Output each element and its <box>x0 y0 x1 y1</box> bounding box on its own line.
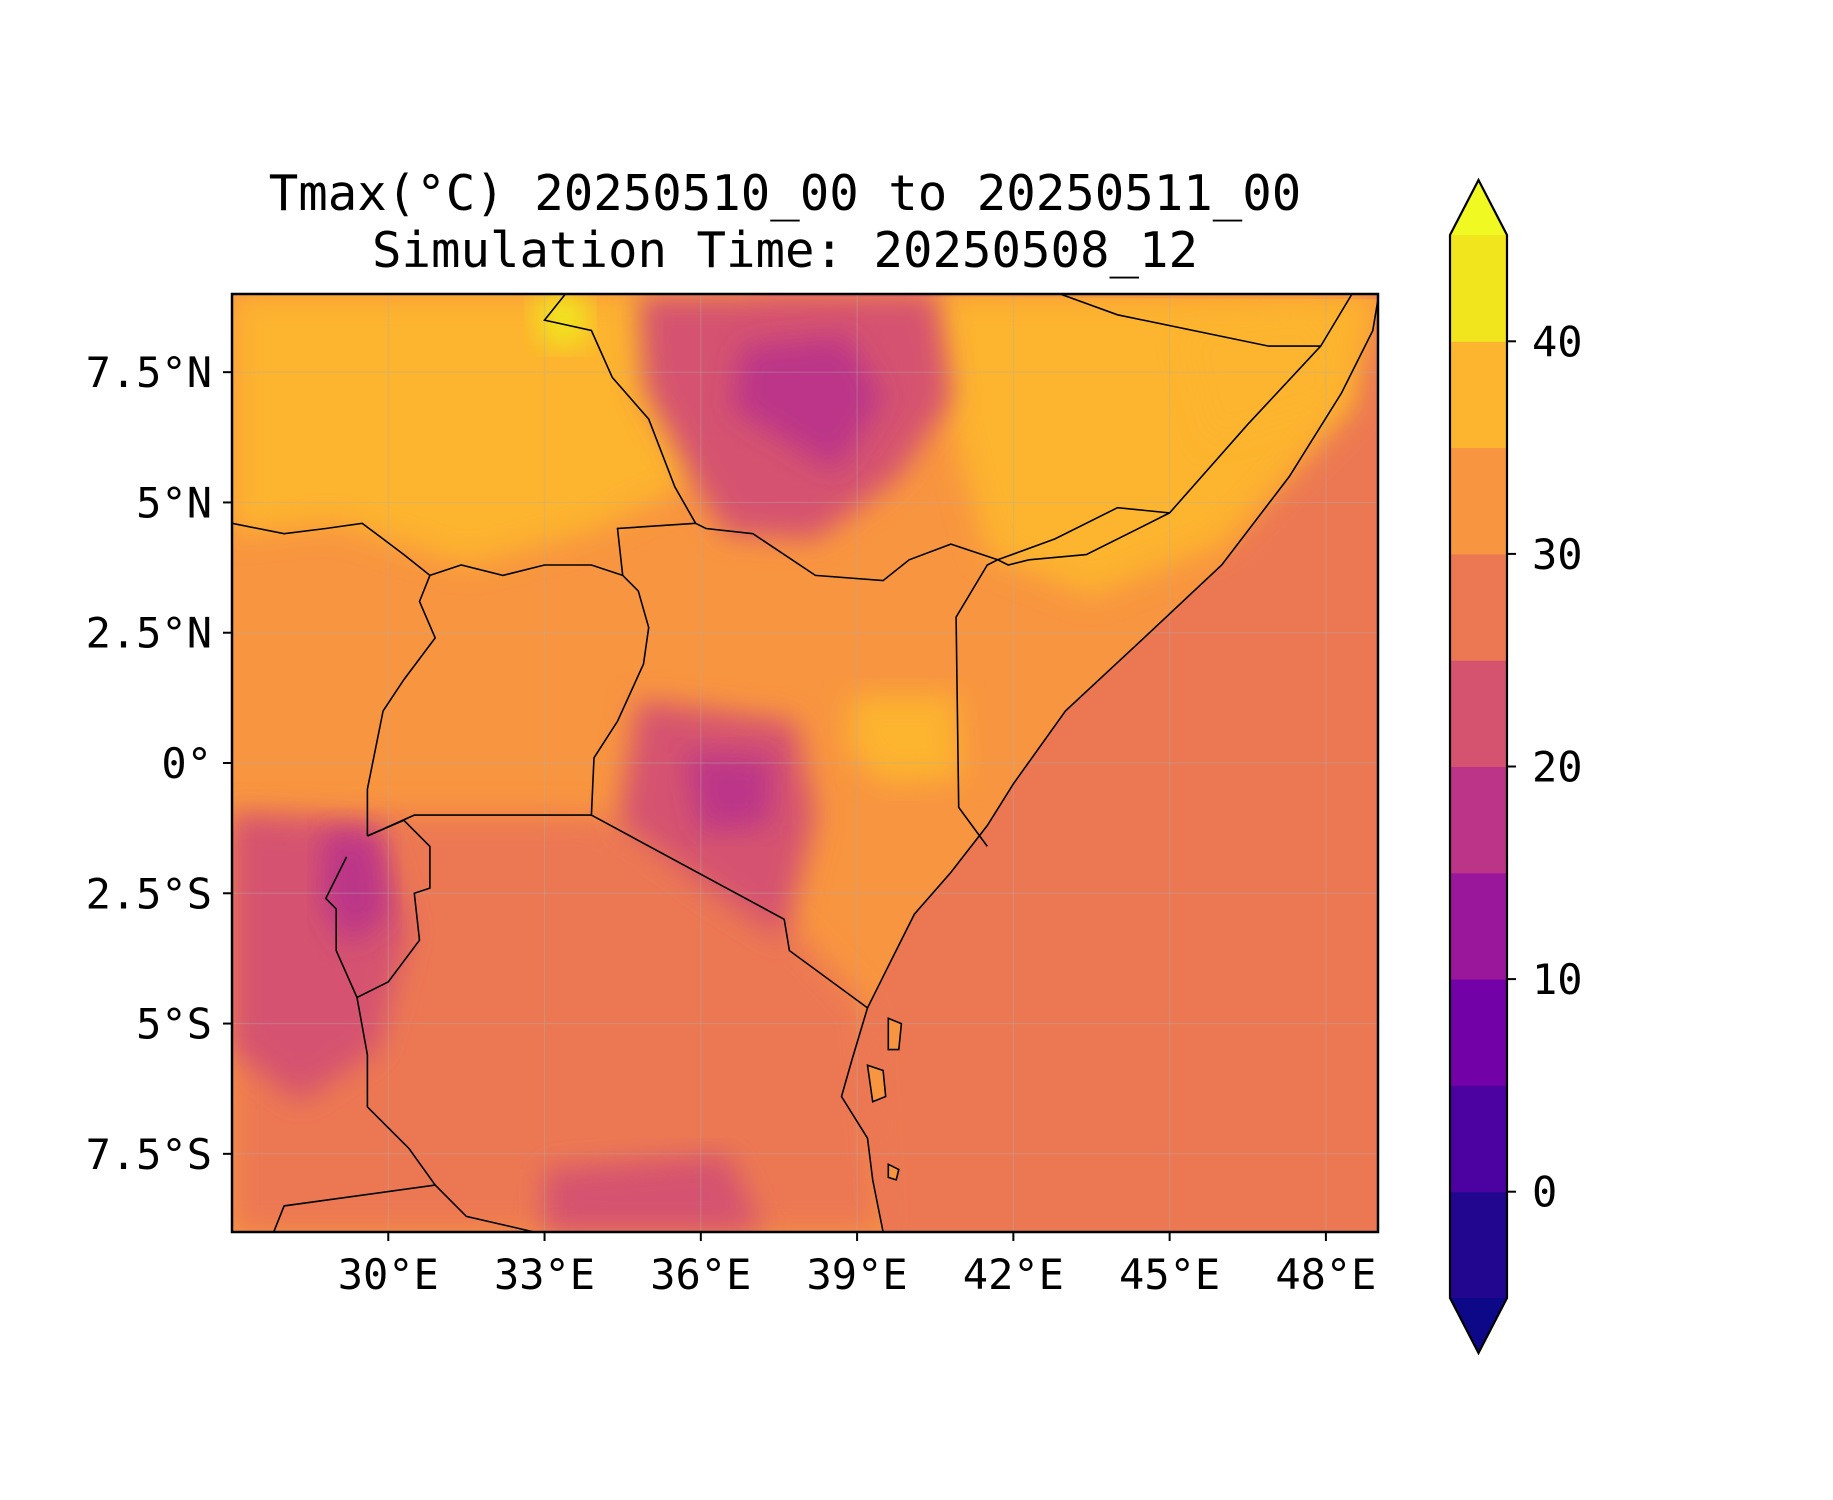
border-ethiopia-somaliland <box>1059 294 1353 347</box>
colorbar: 0 10 20 30 40 <box>1448 177 1583 1356</box>
x-tick-label: 45°E <box>1119 1250 1220 1299</box>
colorbar-under-triangle <box>1450 1298 1507 1353</box>
x-tick-label: 48°E <box>1275 1250 1376 1299</box>
colorbar-tick-label: 0 <box>1532 1168 1557 1217</box>
border-rwanda-burundi-outline <box>324 819 431 999</box>
y-tick-label: 0° <box>161 739 212 788</box>
colorbar-tick-label: 30 <box>1532 530 1583 579</box>
x-tick-label: 42°E <box>963 1250 1064 1299</box>
y-tick-label: 2.5°S <box>86 869 212 918</box>
colorbar-bin <box>1450 979 1507 1086</box>
map-panel: 30°E 33°E 36°E 39°E 42°E 45°E 48°E 7.5°N 5°N 2.5… <box>86 292 1380 1299</box>
y-tick-label: 2.5°N <box>86 609 212 658</box>
colorbar-tick-label: 10 <box>1532 955 1583 1004</box>
border-drc-uganda <box>366 575 437 836</box>
field-sudan-north <box>232 294 753 565</box>
colorbar-bin <box>1450 872 1507 980</box>
border-kenya-ethiopia <box>695 522 998 582</box>
border-sudan-ethiopia <box>543 294 697 524</box>
coastline <box>840 299 1378 1232</box>
title-line-2: Simulation Time: 20250508_12 <box>372 222 1198 279</box>
colorbar-outline <box>1448 177 1509 1356</box>
colorbar-bin <box>1450 235 1507 342</box>
colorbar-bin <box>1450 1085 1507 1193</box>
title-line-1: Tmax(°C) 20250510_00 to 20250511_00 <box>269 165 1302 222</box>
border-drc-tanzania-lake <box>356 997 535 1232</box>
border-kenya-uganda <box>590 522 696 816</box>
field-ethiopia-core <box>732 335 884 472</box>
y-tick-label: 7.5°S <box>86 1130 212 1179</box>
x-tick-label: 30°E <box>338 1250 439 1299</box>
field-sudan-hot-spot <box>534 294 587 347</box>
colorbar-tick-label: 40 <box>1532 317 1583 366</box>
colorbar-bin <box>1450 341 1507 449</box>
field-rwanda-burundi <box>320 830 389 946</box>
x-tick-label: 36°E <box>650 1250 751 1299</box>
border-kenya-tanzania <box>591 814 868 1009</box>
border-zambia-tanzania <box>272 1184 436 1232</box>
field-kenya-core <box>685 752 774 831</box>
y-axis-ticks: 7.5°N 5°N 2.5°N 0° 2.5°S 5°S 7.5°S <box>86 348 232 1179</box>
border-ethiopia-somalia <box>997 345 1322 561</box>
x-tick-label: 33°E <box>494 1250 595 1299</box>
colorbar-bin <box>1450 660 1507 767</box>
y-tick-label: 7.5°N <box>86 348 212 397</box>
temperature-fields <box>232 294 1378 1232</box>
colorbar-bin <box>1450 766 1507 874</box>
island-zanzibar <box>866 1064 887 1103</box>
colorbar-over-triangle <box>1450 180 1507 235</box>
colorbar-bin <box>1450 553 1507 661</box>
country-borders <box>232 294 1353 1232</box>
coastline-line <box>840 299 1378 1232</box>
field-kenya-hot-east <box>846 695 962 784</box>
y-tick-label: 5°S <box>136 1000 212 1049</box>
field-tanzania-south-highland <box>544 1153 764 1232</box>
island-pemba <box>887 1017 903 1051</box>
colorbar-tick-label: 20 <box>1532 743 1583 792</box>
y-tick-label: 5°N <box>136 478 212 527</box>
colorbar-bin <box>1450 1191 1507 1299</box>
gridlines <box>232 294 1378 1232</box>
colorbar-bin <box>1450 447 1507 555</box>
x-axis-ticks: 30°E 33°E 36°E 39°E 42°E 45°E 48°E <box>338 1232 1376 1299</box>
island-mafia <box>887 1163 900 1181</box>
x-tick-label: 39°E <box>807 1250 908 1299</box>
